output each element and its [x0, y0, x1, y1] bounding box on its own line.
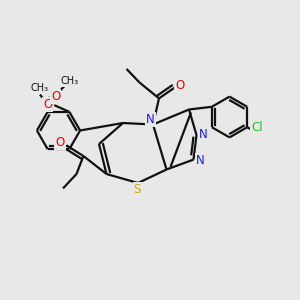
Text: N: N [146, 112, 155, 126]
Text: N: N [196, 154, 205, 167]
Text: O: O [51, 90, 60, 103]
Text: O: O [56, 136, 64, 149]
Text: Cl: Cl [251, 121, 263, 134]
Text: CH₃: CH₃ [61, 76, 79, 86]
Text: S: S [134, 183, 141, 196]
Text: O: O [176, 79, 184, 92]
Text: O: O [43, 98, 52, 111]
Text: N: N [199, 128, 208, 141]
Text: CH₃: CH₃ [31, 83, 49, 93]
